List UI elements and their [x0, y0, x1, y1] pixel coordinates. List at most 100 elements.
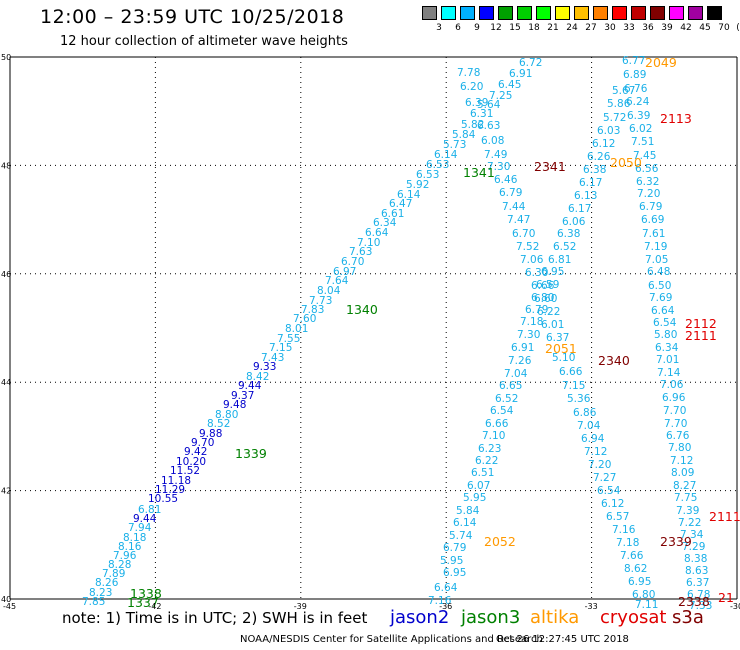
- wave-height-value: 6.51: [471, 467, 494, 479]
- wave-height-value: 6.95: [541, 266, 564, 278]
- wave-height-value: 7.30: [517, 329, 540, 341]
- wave-height-value: 7.05: [645, 254, 668, 266]
- wave-height-value: 7.30: [487, 161, 510, 173]
- wave-height-value: 6.63: [477, 120, 500, 132]
- wave-height-value: 7.85: [82, 596, 105, 608]
- wave-height-value: 6.54: [597, 485, 621, 497]
- scale-label: 39: [661, 23, 673, 33]
- wave-height-value: 9.48: [223, 399, 246, 411]
- pass-id-label: 2050: [610, 155, 642, 170]
- wave-height-value: 8.42: [246, 371, 269, 383]
- wave-height-value: 7.75: [674, 492, 697, 504]
- pass-id-label: 21: [718, 590, 734, 605]
- wave-height-value: 5.36: [567, 393, 591, 405]
- wave-height-value: 6.22: [537, 306, 560, 318]
- wave-height-value: 7.64: [325, 275, 349, 287]
- wave-height-value: 6.86: [573, 407, 597, 419]
- wave-height-value: 6.72: [519, 57, 542, 69]
- pass-id-label: 1340: [346, 302, 378, 317]
- wave-height-value: 7.43: [261, 352, 284, 364]
- wave-height-value: 6.54: [653, 317, 677, 329]
- scale-swatch: [517, 6, 532, 20]
- latitude-label: 48: [1, 161, 11, 170]
- wave-height-value: 8.16: [118, 541, 142, 553]
- wave-height-value: 6.66: [531, 280, 555, 292]
- wave-height-value: 7.19: [644, 241, 667, 253]
- wave-height-value: 6.97: [333, 266, 356, 278]
- wave-height-value: 11.52: [170, 465, 200, 477]
- scale-swatch: [669, 6, 684, 20]
- wave-height-value: 8.62: [624, 563, 647, 575]
- wave-height-value: 7.83: [301, 304, 324, 316]
- wave-height-value: 5.84: [452, 129, 476, 141]
- longitude-label: -42: [148, 602, 161, 611]
- wave-height-value: 6.14: [453, 517, 477, 529]
- wave-height-value: 6.56: [635, 163, 659, 175]
- wave-height-value: 7.11: [635, 599, 658, 611]
- wave-height-value: 8.04: [317, 285, 341, 297]
- wave-height-value: 6.48: [647, 266, 670, 278]
- wave-height-value: 7.01: [656, 354, 679, 366]
- wave-height-value: 8.26: [95, 577, 119, 589]
- wave-height-value: 6.95: [443, 567, 466, 579]
- wave-height-value: 10.55: [148, 493, 178, 505]
- wave-height-value: 7.14: [657, 367, 681, 379]
- wave-height-value: 8.27: [673, 480, 696, 492]
- wave-height-value: 7.70: [663, 405, 686, 417]
- pass-id-label: 2111: [709, 509, 740, 524]
- pass-id-label: 1337: [127, 595, 159, 610]
- wave-height-value: 5.95: [463, 492, 486, 504]
- wave-height-value: 6.66: [559, 366, 583, 378]
- wave-height-value: 5.67: [612, 85, 635, 97]
- wave-height-value: 7.33: [689, 600, 712, 612]
- wave-height-value: 7.78: [457, 67, 480, 79]
- wave-height-value: 6.06: [562, 216, 586, 228]
- wave-height-value: 7.34: [680, 529, 704, 541]
- satellite-legend-altika: altika: [530, 607, 580, 628]
- wave-height-value: 6.64: [651, 305, 675, 317]
- wave-height-value: 7.06: [520, 254, 544, 266]
- wave-height-value: 6.31: [470, 108, 493, 120]
- wave-height-value: 6.81: [138, 504, 161, 516]
- pass-id-label: 2113: [660, 111, 692, 126]
- wave-height-value: 6.78: [687, 589, 710, 601]
- wave-height-value: 6.77: [622, 55, 645, 67]
- scale-swatch: [422, 6, 437, 20]
- wave-height-value: 9.88: [199, 428, 222, 440]
- wave-height-value: 6.20: [460, 81, 483, 93]
- wave-height-value: 11.18: [161, 475, 191, 487]
- wave-height-value: 8.38: [684, 553, 707, 565]
- pass-id-label: 1338: [130, 586, 162, 601]
- wave-height-value: 8.63: [685, 565, 708, 577]
- wave-height-value: 6.26: [587, 151, 611, 163]
- wave-height-value: 6.81: [548, 254, 571, 266]
- wave-height-value: 7.15: [562, 380, 585, 392]
- longitude-label: -39: [294, 602, 307, 611]
- wave-height-value: 7.69: [649, 292, 672, 304]
- wave-height-value: 7.29: [682, 541, 705, 553]
- pass-id-label: 2340: [598, 353, 630, 368]
- longitude-label: -33: [585, 602, 598, 611]
- wave-height-value: 6.60: [534, 293, 557, 305]
- scale-label: 36: [642, 23, 654, 33]
- wave-height-value: 6.45: [498, 79, 521, 91]
- latitude-label: 44: [1, 378, 11, 387]
- wave-height-value: 7.61: [642, 228, 665, 240]
- wave-height-value: 6.89: [623, 69, 646, 81]
- wave-height-value: 6.52: [553, 241, 576, 253]
- pass-id-label: 2339: [660, 534, 692, 549]
- wave-height-value: 7.18: [616, 537, 639, 549]
- wave-height-value: 7.18: [520, 316, 543, 328]
- pass-id-label: 2112: [685, 316, 717, 331]
- wave-height-value: 6.02: [629, 123, 652, 135]
- wave-height-value: 6.76: [666, 430, 690, 442]
- footer-credit: NOAA/NESDIS Center for Satellite Applica…: [240, 634, 543, 645]
- scale-label: 30: [604, 23, 616, 33]
- wave-height-value: 7.04: [577, 420, 601, 432]
- wave-height-value: 9.44: [238, 380, 262, 392]
- scale-label: 45: [699, 23, 711, 33]
- wave-height-value: 6.54: [490, 405, 514, 417]
- scale-label: 15: [509, 23, 521, 33]
- scale-label: 21: [547, 23, 559, 33]
- wave-height-value: 6.94: [581, 433, 605, 445]
